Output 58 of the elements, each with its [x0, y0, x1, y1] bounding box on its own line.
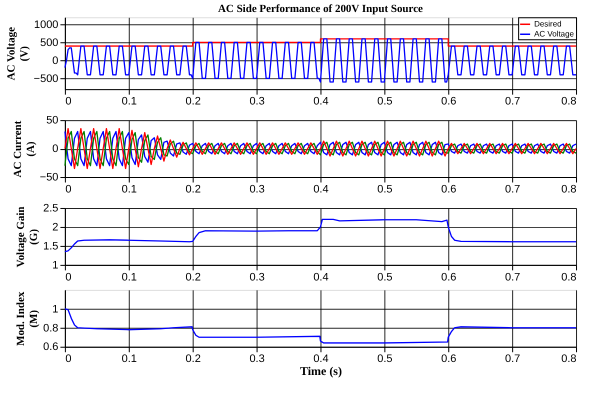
x-tick-label: 0.2: [186, 271, 201, 284]
y-tick-label: 2: [52, 221, 58, 234]
y-axis-title: Mod. Index (M): [15, 291, 40, 346]
x-tick-label: 0.3: [249, 353, 265, 366]
y-tick-label: 0: [52, 143, 58, 156]
x-tick-label: 0.1: [122, 271, 137, 284]
y-tick-label: −50: [40, 172, 58, 184]
x-tick-label: 0.3: [249, 271, 265, 284]
x-tick-label: 0.6: [441, 183, 456, 196]
x-tick-label: 0.4: [313, 353, 329, 366]
x-tick-label: 0.1: [122, 96, 137, 108]
x-tick-label: 0: [65, 183, 72, 196]
x-tick-label: 0.5: [377, 353, 392, 366]
x-tick-label: 0.6: [441, 271, 456, 284]
x-tick-label: 0: [65, 353, 72, 366]
x-tick-label: 0.7: [505, 183, 520, 196]
chart-title: AC Side Performance of 200V Input Source: [218, 2, 424, 15]
y-tick-label: 1000: [34, 18, 58, 31]
y-tick-label: 500: [40, 36, 58, 49]
x-tick-label: 0.6: [441, 96, 456, 108]
y-tick-label: −500: [34, 72, 58, 85]
legend-label: AC Voltage: [534, 29, 575, 38]
x-tick-label: 0.4: [313, 96, 329, 108]
y-tick-label: 1: [52, 259, 58, 272]
x-tick-label: 0.2: [186, 353, 201, 366]
x-tick-label: 0.3: [249, 183, 265, 196]
x-tick-label: 0.6: [441, 353, 456, 366]
x-tick-label: 0.8: [561, 271, 577, 284]
y-tick-label: 1.5: [43, 240, 58, 252]
x-tick-label: 0.2: [186, 96, 201, 108]
x-tick-label: 0: [65, 271, 72, 284]
y-tick-label: 50: [46, 114, 58, 127]
x-tick-label: 0.4: [313, 183, 329, 196]
x-tick-label: 0.5: [377, 96, 392, 108]
x-tick-label: 0.5: [377, 271, 392, 284]
x-tick-label: 0.8: [561, 353, 577, 366]
x-tick-label: 0.3: [249, 96, 265, 108]
x-axis-title: Time (s): [300, 364, 342, 378]
y-axis-title: AC Current (A): [12, 120, 37, 178]
x-tick-label: 0.8: [561, 183, 577, 196]
y-axis-title: AC Voltage (V): [6, 26, 31, 80]
x-tick-label: 0.7: [505, 271, 520, 284]
x-tick-label: 0.4: [313, 271, 329, 284]
y-axis-title: Voltage Gain (G): [15, 206, 40, 268]
x-tick-label: 0.2: [186, 183, 201, 196]
x-tick-label: 0.7: [505, 96, 520, 108]
x-tick-label: 0.5: [377, 183, 392, 196]
y-tick-label: 2.5: [43, 202, 58, 214]
x-tick-label: 0: [65, 96, 72, 108]
x-tick-label: 0.7: [505, 353, 520, 366]
legend-label: Desired: [534, 19, 562, 28]
y-tick-label: 1: [52, 303, 58, 316]
y-tick-label: 0: [52, 54, 58, 67]
x-tick-label: 0.1: [122, 353, 137, 366]
x-tick-label: 0.1: [122, 183, 137, 196]
x-tick-label: 0.8: [561, 96, 577, 108]
y-tick-label: 0.6: [43, 341, 58, 354]
y-tick-label: 0.8: [43, 322, 58, 334]
